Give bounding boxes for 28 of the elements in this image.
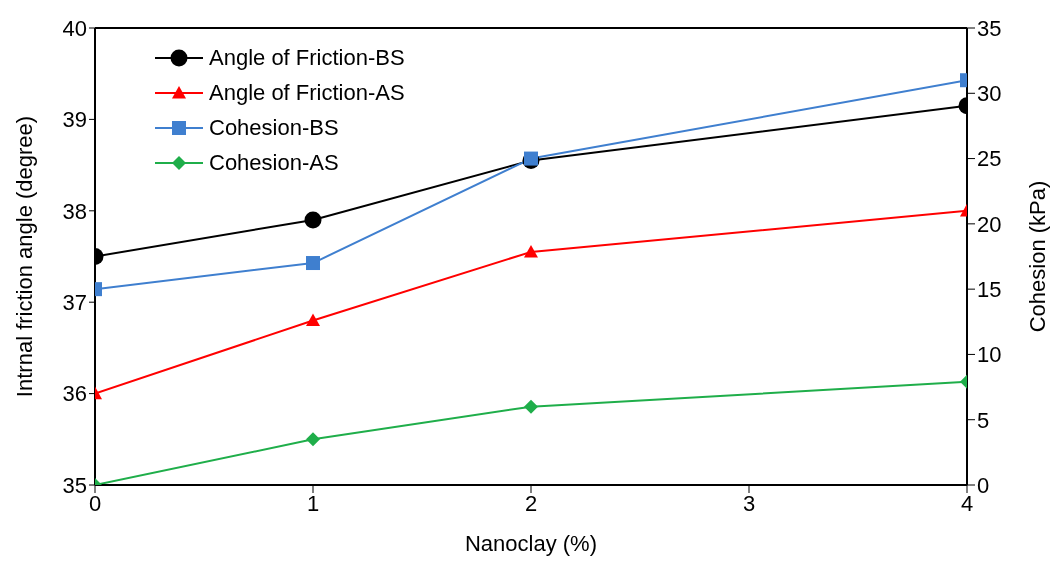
y2-tick-label: 5: [977, 407, 990, 433]
legend-label: Cohesion-AS: [209, 149, 339, 177]
y-tick-label: 40: [62, 15, 87, 41]
legend-label: Angle of Friction-BS: [209, 44, 405, 72]
y2-tick-label: 20: [977, 211, 1002, 237]
x-tick-label: 3: [742, 490, 756, 516]
x-tick-label: 4: [960, 490, 974, 516]
legend-label: Angle of Friction-AS: [209, 79, 405, 107]
y2-tick-label: 25: [977, 146, 1002, 172]
y-tick-label: 36: [62, 381, 87, 407]
y-axis-title: Intrnal friction angle (degree): [11, 115, 37, 398]
y-tick-label: 37: [62, 290, 87, 316]
x-tick-label: 1: [306, 490, 320, 516]
point: [306, 432, 320, 447]
x-tick-label: 2: [524, 490, 538, 516]
y-tick-label: 35: [62, 472, 87, 498]
x-axis-title: Nanoclay (%): [464, 531, 598, 556]
y-tick-label: 39: [62, 107, 87, 133]
y2-tick-label: 35: [977, 15, 1002, 41]
point: [524, 399, 538, 414]
y2-axis-title: Cohesion (kPa): [1024, 180, 1050, 333]
legend-label: Cohesion-BS: [209, 114, 339, 142]
y-tick-label: 38: [62, 198, 87, 224]
y2-tick-label: 30: [977, 81, 1002, 107]
x-tick-label: 0: [88, 490, 102, 516]
y2-tick-label: 15: [977, 276, 1002, 302]
y2-tick-label: 10: [977, 342, 1002, 368]
y2-tick-label: 0: [977, 472, 990, 498]
